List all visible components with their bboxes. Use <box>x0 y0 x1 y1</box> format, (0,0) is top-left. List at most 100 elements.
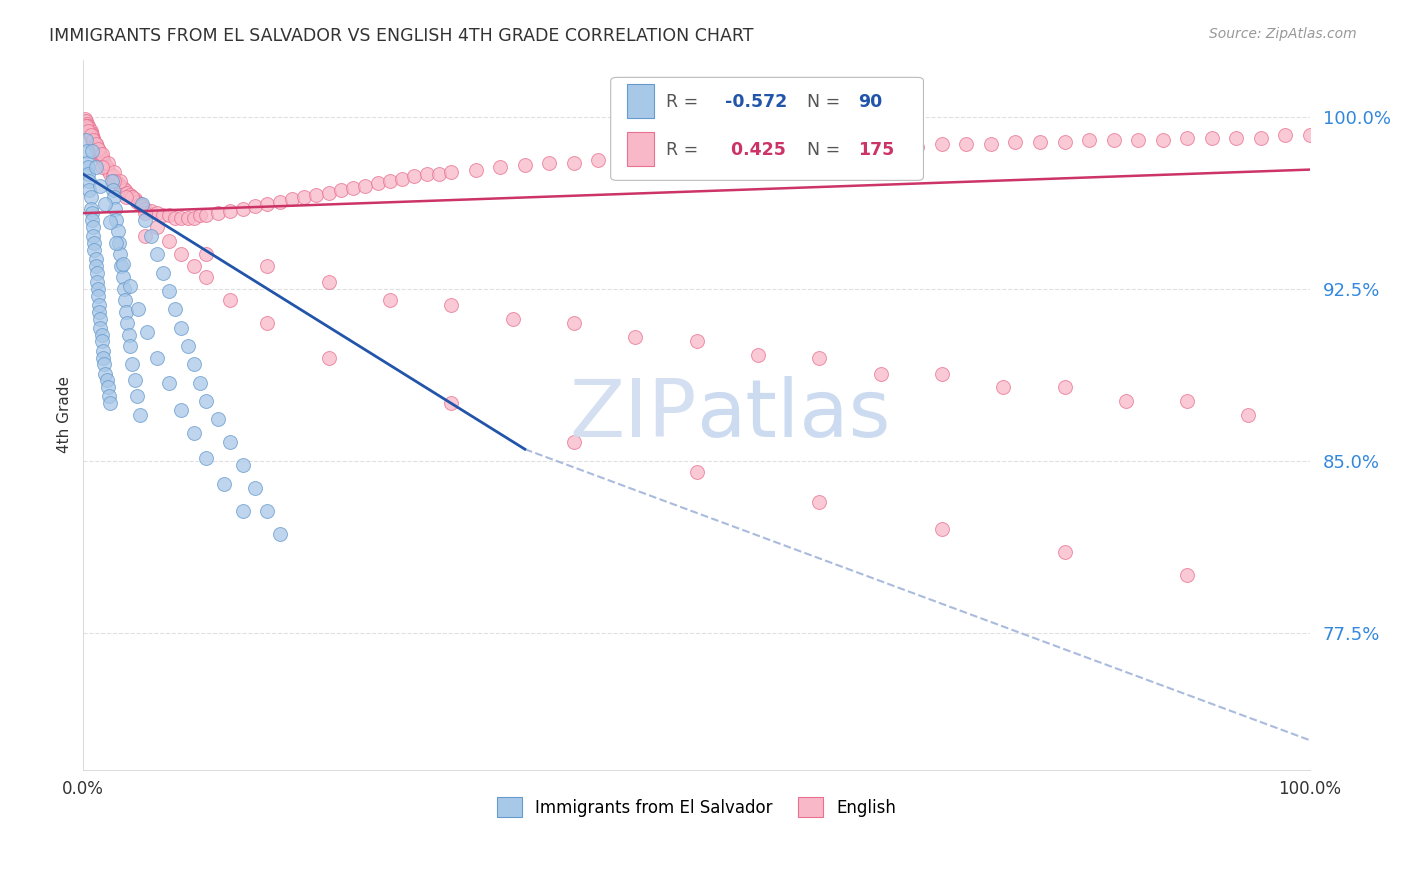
Point <box>104 174 127 188</box>
Point <box>747 348 769 362</box>
Point <box>214 476 236 491</box>
Point <box>111 270 134 285</box>
Point <box>108 174 131 188</box>
Point <box>440 165 463 179</box>
Point <box>134 206 156 220</box>
Point <box>84 161 107 175</box>
Point <box>440 396 463 410</box>
Point <box>170 211 193 225</box>
Point <box>83 243 105 257</box>
Point <box>98 389 121 403</box>
Point <box>194 247 217 261</box>
Point <box>489 161 512 175</box>
Point <box>98 167 121 181</box>
Point <box>710 146 733 161</box>
Point <box>207 412 229 426</box>
Point <box>115 190 138 204</box>
Point <box>90 146 112 161</box>
Point <box>1175 130 1198 145</box>
Point <box>77 123 100 137</box>
Point <box>378 174 401 188</box>
Point <box>269 194 291 209</box>
Point <box>183 259 205 273</box>
Point <box>75 119 97 133</box>
Point <box>269 527 291 541</box>
Point <box>1029 135 1052 149</box>
Point <box>146 206 169 220</box>
Point <box>73 114 96 128</box>
Point <box>415 167 437 181</box>
Point <box>808 351 831 365</box>
Point <box>82 219 104 234</box>
Point <box>86 275 108 289</box>
Text: Source: ZipAtlas.com: Source: ZipAtlas.com <box>1209 27 1357 41</box>
Point <box>404 169 426 184</box>
Point <box>637 151 659 165</box>
Point <box>94 367 117 381</box>
Point <box>243 199 266 213</box>
Point <box>121 190 143 204</box>
Point <box>1115 394 1137 409</box>
Text: N =: N = <box>807 141 845 159</box>
Point <box>1102 133 1125 147</box>
Point <box>105 213 128 227</box>
Point <box>108 235 131 250</box>
Point <box>1152 133 1174 147</box>
Point <box>87 145 110 159</box>
FancyBboxPatch shape <box>627 132 654 166</box>
Point <box>256 197 278 211</box>
Point <box>89 149 111 163</box>
Point <box>538 155 561 169</box>
Point <box>329 183 352 197</box>
Point <box>114 293 136 308</box>
Point <box>87 282 110 296</box>
Point <box>194 270 217 285</box>
Point <box>931 367 953 381</box>
Point <box>305 187 328 202</box>
Point <box>342 181 364 195</box>
Point <box>128 408 150 422</box>
Point <box>111 256 134 270</box>
Point <box>91 343 114 358</box>
Point <box>83 235 105 250</box>
Point <box>77 123 100 137</box>
Point <box>1053 135 1076 149</box>
Point <box>79 126 101 140</box>
Point <box>124 373 146 387</box>
Point <box>152 209 174 223</box>
Point <box>808 142 831 156</box>
Point <box>87 288 110 302</box>
Point <box>100 174 122 188</box>
Point <box>139 203 162 218</box>
Point <box>84 252 107 266</box>
Point <box>79 123 101 137</box>
Point <box>118 327 141 342</box>
Point <box>502 311 524 326</box>
Point <box>118 279 141 293</box>
Point <box>194 451 217 466</box>
Point <box>93 155 115 169</box>
Point <box>80 130 103 145</box>
Point <box>76 121 98 136</box>
Point <box>89 146 111 161</box>
Point <box>464 162 486 177</box>
Point <box>90 151 112 165</box>
Point <box>80 206 103 220</box>
Point <box>1053 380 1076 394</box>
Point <box>562 316 585 330</box>
Point <box>685 149 707 163</box>
Point <box>79 128 101 143</box>
Point <box>183 426 205 441</box>
Point <box>134 213 156 227</box>
Point <box>127 194 149 209</box>
Point <box>165 302 187 317</box>
Point <box>93 358 115 372</box>
Point <box>80 213 103 227</box>
Point <box>96 161 118 175</box>
Point <box>89 146 111 161</box>
Point <box>127 302 149 317</box>
Point <box>157 209 180 223</box>
Point <box>103 190 125 204</box>
Point <box>318 351 340 365</box>
Point <box>107 177 129 191</box>
